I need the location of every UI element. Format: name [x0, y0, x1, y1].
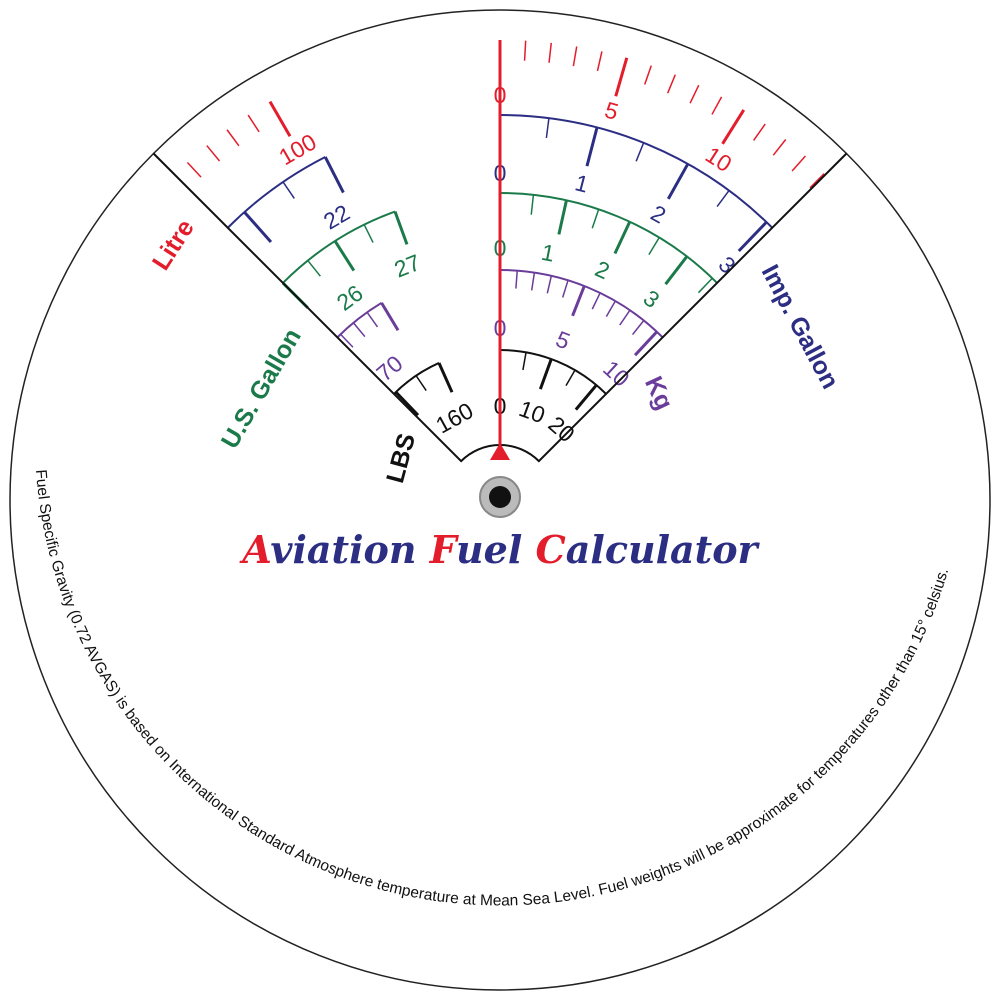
scale-arc	[227, 156, 326, 229]
scale-tick	[538, 358, 553, 390]
scale-tick	[631, 320, 645, 336]
scale-tick	[585, 127, 599, 167]
scale-label: 1	[539, 239, 557, 267]
scale-tick	[619, 309, 631, 326]
scale-tick	[243, 211, 273, 244]
scale-tick	[614, 57, 629, 97]
scale-tick	[809, 173, 825, 189]
scale-tick	[667, 163, 690, 200]
scale-tick	[697, 277, 713, 294]
scale-tick	[394, 391, 420, 417]
scale-arc	[336, 301, 383, 339]
scale-tick	[591, 209, 600, 229]
scale-tick	[226, 129, 240, 147]
scale-tick	[596, 51, 603, 72]
pivot-hole	[489, 486, 511, 508]
scale-tick	[548, 42, 553, 63]
title-rest: alculator	[566, 527, 761, 572]
scale-arc	[499, 114, 773, 229]
scale-arc	[499, 269, 664, 339]
scale-tick	[186, 161, 202, 178]
scale-tick	[772, 139, 787, 156]
scale-tick	[737, 221, 768, 253]
scale-tick	[721, 109, 746, 145]
scale-tick	[572, 46, 578, 67]
scale-tick	[666, 74, 676, 94]
scale-tick	[711, 96, 723, 115]
scale-label: 1	[572, 169, 591, 197]
scale-tick	[339, 333, 354, 348]
scale-tick	[437, 362, 454, 393]
scale-tick	[323, 156, 345, 194]
title-rest: viation	[270, 527, 416, 572]
scale-tick	[635, 142, 645, 162]
scale-tick	[530, 194, 535, 215]
scale-tick	[664, 255, 689, 286]
scale-tick	[613, 221, 632, 255]
scale-tick	[206, 145, 221, 162]
title-initial: C	[522, 527, 565, 572]
scale-tick	[689, 84, 700, 104]
scale-tick	[574, 384, 598, 411]
scale-tick	[247, 114, 260, 133]
scale-tick	[545, 118, 550, 139]
scale-tick	[530, 272, 536, 291]
scale-tick	[415, 375, 427, 391]
scale-tick	[643, 65, 652, 85]
title: Aviation Fuel Calculator	[239, 527, 760, 572]
title-rest: uel	[456, 527, 522, 572]
scale-tick	[557, 199, 568, 235]
scale-tick	[307, 260, 321, 277]
scale-arc	[282, 210, 396, 284]
scale-tick	[523, 40, 527, 61]
scale-tick	[605, 300, 616, 317]
scale-tick	[561, 280, 569, 298]
scale-tick	[571, 285, 586, 317]
scale-tick	[268, 100, 292, 138]
scale-arc	[499, 192, 718, 284]
scale-tick	[753, 123, 766, 141]
scale-tick	[380, 302, 400, 332]
scale-tick	[515, 270, 518, 289]
scale-tick	[546, 275, 553, 294]
scale-tick	[791, 155, 806, 172]
scale-tick	[648, 237, 660, 256]
scale-tick	[282, 181, 295, 199]
scale-tick	[522, 352, 527, 371]
scale-tick	[716, 190, 730, 208]
scale-tick	[352, 322, 366, 338]
scale-tick	[633, 330, 658, 357]
index-pointer	[490, 443, 510, 460]
title-initial: A	[239, 527, 270, 572]
scale-tick	[565, 369, 576, 387]
scale-tick	[591, 292, 601, 310]
scale-tick	[333, 240, 356, 272]
scale-tick	[363, 224, 374, 243]
scale-tick	[366, 311, 379, 328]
scale-tick	[393, 211, 409, 245]
title-initial: F	[416, 527, 459, 572]
